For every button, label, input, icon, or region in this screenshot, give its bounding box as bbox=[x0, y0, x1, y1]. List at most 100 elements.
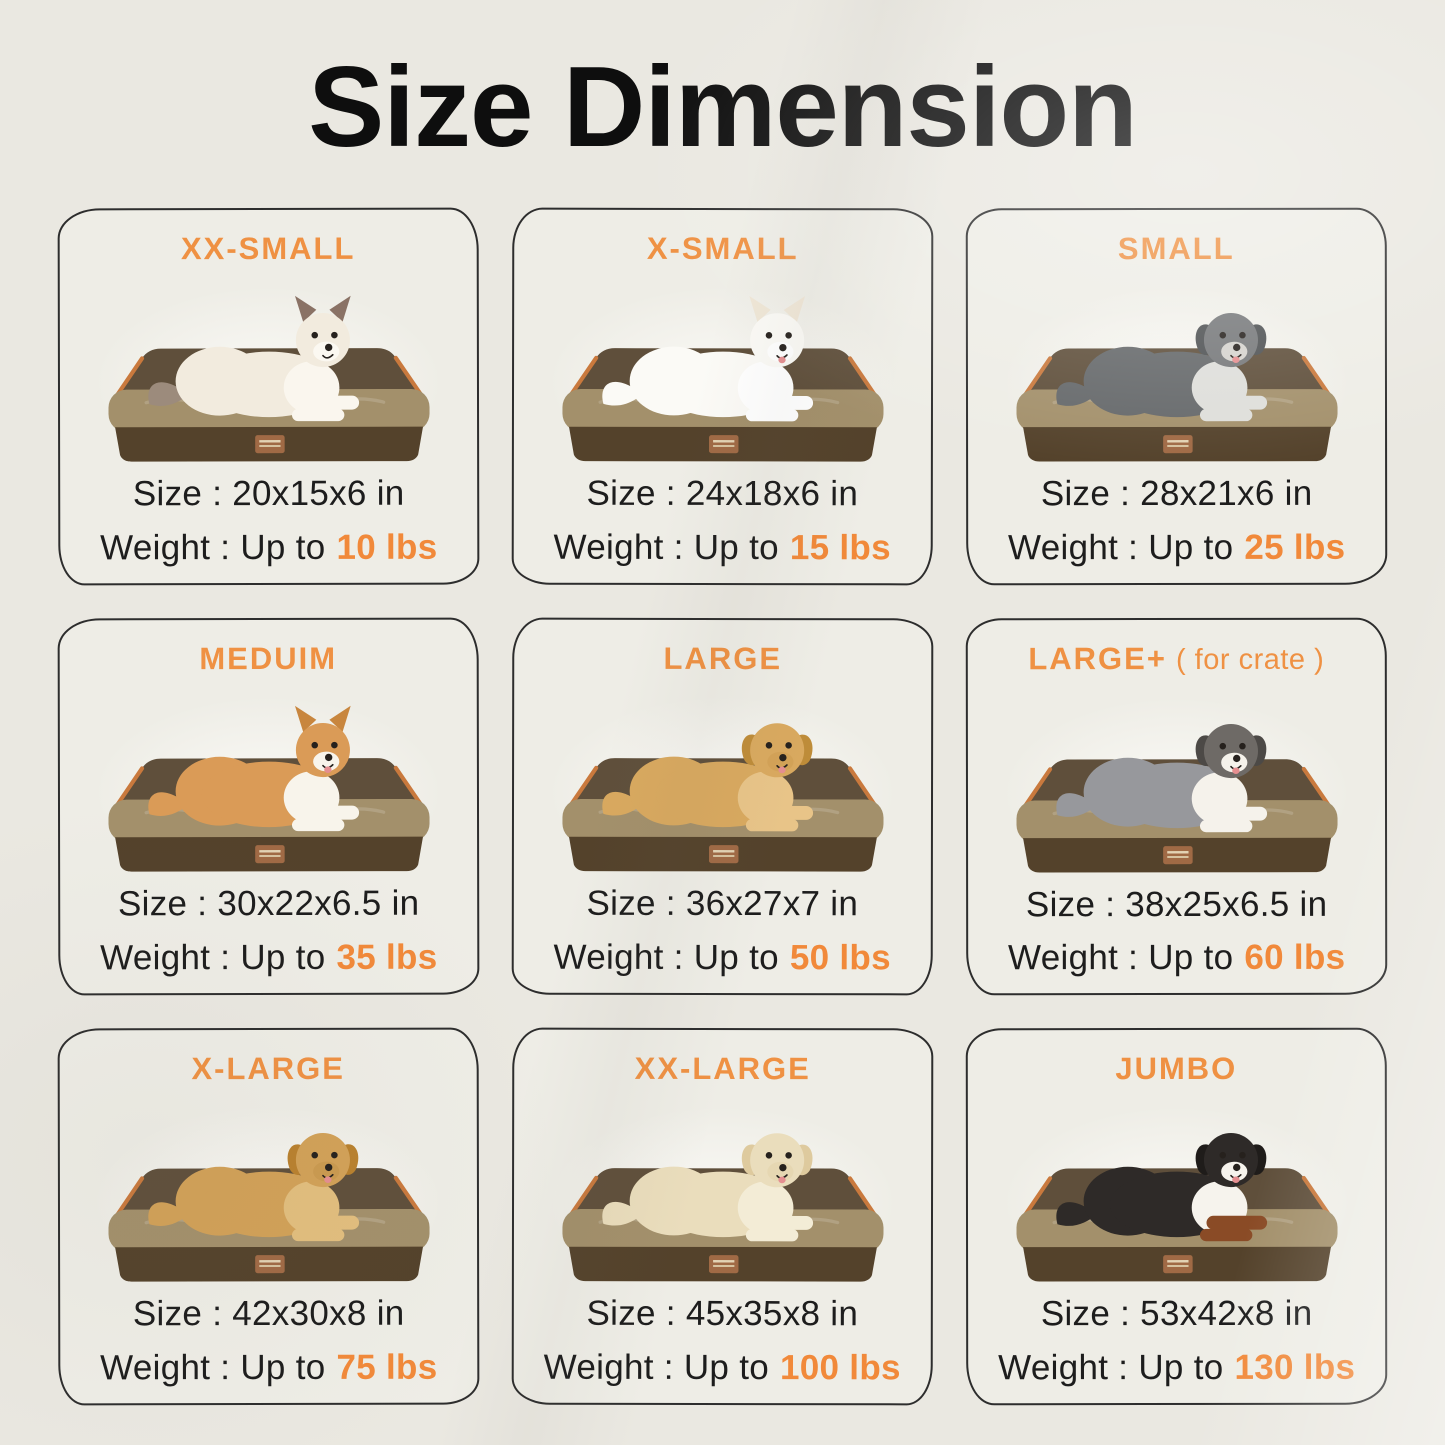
weight-limit: 25 lbs bbox=[1244, 527, 1346, 567]
weight-spec-text: Weight : Up to bbox=[543, 1347, 770, 1387]
weight-spec: Weight : Up to 100 lbs bbox=[526, 1344, 919, 1390]
bed-brand-tag bbox=[254, 845, 285, 864]
pet-illustration bbox=[147, 705, 359, 832]
size-name: SMALL bbox=[1117, 230, 1235, 267]
pointy-ears-icon bbox=[748, 296, 805, 323]
weight-limit: 60 lbs bbox=[1244, 938, 1346, 978]
weight-spec-text: Weight : Up to bbox=[1007, 938, 1234, 978]
pet-bed-illustration bbox=[108, 705, 430, 872]
ragdoll-cat-photo bbox=[71, 270, 466, 464]
pet-bed-illustration bbox=[561, 723, 883, 872]
size-spec-text: Size : 45x35x8 in bbox=[586, 1293, 859, 1334]
size-spec-text: Size : 38x25x6.5 in bbox=[1025, 884, 1328, 925]
weight-spec: Weight : Up to 35 lbs bbox=[72, 934, 465, 980]
pet-bed-illustration bbox=[561, 296, 883, 462]
pet-bed-illustration bbox=[1015, 1133, 1338, 1282]
pet-illustration bbox=[1055, 1133, 1267, 1242]
size-label: X-SMALL bbox=[526, 230, 919, 268]
bed-brand-tag bbox=[1162, 435, 1193, 454]
weight-limit: 15 lbs bbox=[789, 527, 891, 567]
size-card-medium: MEDUIM bbox=[57, 617, 480, 996]
golden-retriever-photo bbox=[525, 680, 920, 874]
size-card-xx-large: XX-LARGE bbox=[511, 1027, 934, 1406]
pointy-ears-icon bbox=[294, 295, 351, 323]
pet-illustration bbox=[147, 1133, 359, 1242]
pet-bed-illustration bbox=[1015, 313, 1338, 462]
pet-bed-illustration bbox=[561, 1133, 883, 1282]
size-label: MEDUIM bbox=[72, 640, 465, 678]
spec-block: Size : 38x25x6.5 in Weight : Up to 60 lbs bbox=[980, 882, 1373, 982]
weight-limit: 130 lbs bbox=[1234, 1347, 1356, 1387]
australian-shepherd-photo bbox=[979, 681, 1374, 875]
size-card-jumbo: JUMBO bbox=[965, 1027, 1388, 1406]
size-card-x-small: X-SMALL bbox=[511, 207, 934, 586]
bed-brand-tag bbox=[1162, 845, 1193, 864]
size-card-large-plus: LARGE+( for crate ) bbox=[965, 617, 1388, 996]
size-name: X-SMALL bbox=[646, 230, 799, 267]
pointy-ears-icon bbox=[294, 705, 351, 733]
size-label: X-LARGE bbox=[72, 1050, 465, 1088]
weight-spec-text: Weight : Up to bbox=[1007, 527, 1234, 567]
size-spec: Size : 24x18x6 in bbox=[526, 471, 919, 517]
size-spec: Size : 20x15x6 in bbox=[72, 471, 465, 517]
spec-block: Size : 36x27x7 in Weight : Up to 50 lbs bbox=[526, 881, 919, 981]
size-label: LARGE bbox=[526, 640, 919, 678]
size-card-x-large: X-LARGE bbox=[57, 1027, 480, 1406]
size-label: LARGE+( for crate ) bbox=[980, 640, 1373, 678]
pet-bed-illustration bbox=[1015, 723, 1338, 873]
spec-block: Size : 53x42x8 in Weight : Up to 130 lbs bbox=[980, 1291, 1373, 1391]
spec-block: Size : 20x15x6 in Weight : Up to 10 lbs bbox=[72, 471, 465, 571]
size-label: XX-LARGE bbox=[526, 1050, 919, 1088]
size-spec: Size : 28x21x6 in bbox=[980, 471, 1373, 517]
schnauzer-dog-photo bbox=[979, 270, 1374, 464]
bed-brand-tag bbox=[708, 435, 738, 454]
weight-spec-text: Weight : Up to bbox=[100, 1347, 326, 1388]
size-spec: Size : 42x30x8 in bbox=[72, 1291, 465, 1337]
weight-spec-text: Weight : Up to bbox=[553, 527, 779, 567]
size-spec: Size : 45x35x8 in bbox=[526, 1291, 919, 1337]
bed-brand-tag bbox=[254, 435, 285, 454]
size-spec-text: Size : 42x30x8 in bbox=[132, 1293, 405, 1334]
weight-limit: 100 lbs bbox=[779, 1347, 901, 1387]
pomeranian-dog-photo bbox=[525, 270, 920, 464]
weight-spec: Weight : Up to 15 lbs bbox=[526, 524, 919, 570]
size-name: JUMBO bbox=[1115, 1050, 1238, 1087]
spec-block: Size : 28x21x6 in Weight : Up to 25 lbs bbox=[980, 471, 1373, 571]
bed-brand-tag bbox=[708, 845, 738, 864]
bed-brand-tag bbox=[708, 1255, 738, 1274]
spec-block: Size : 45x35x8 in Weight : Up to 100 lbs bbox=[526, 1291, 919, 1391]
pet-bed-illustration bbox=[108, 1133, 430, 1282]
size-spec: Size : 30x22x6.5 in bbox=[72, 881, 465, 927]
size-name: LARGE bbox=[663, 640, 783, 677]
weight-limit: 75 lbs bbox=[336, 1347, 438, 1387]
size-card-xx-small: XX-SMALL bbox=[57, 207, 480, 586]
weight-limit: 50 lbs bbox=[789, 937, 891, 977]
size-spec-text: Size : 53x42x8 in bbox=[1040, 1293, 1313, 1334]
weight-limit: 35 lbs bbox=[336, 937, 438, 977]
size-spec-text: Size : 30x22x6.5 in bbox=[117, 883, 420, 924]
bernese-mountain-dog-photo bbox=[979, 1090, 1374, 1284]
labrador-dog-photo bbox=[525, 1090, 920, 1284]
size-name: X-LARGE bbox=[191, 1050, 345, 1087]
weight-spec: Weight : Up to 60 lbs bbox=[980, 935, 1373, 981]
pet-illustration bbox=[1055, 723, 1267, 832]
weight-spec: Weight : Up to 75 lbs bbox=[72, 1344, 465, 1390]
pet-illustration bbox=[601, 296, 813, 422]
weight-spec-text: Weight : Up to bbox=[553, 937, 779, 977]
size-name: LARGE+ bbox=[1028, 641, 1167, 677]
size-spec-text: Size : 36x27x7 in bbox=[586, 883, 859, 924]
size-note: ( for crate ) bbox=[1175, 643, 1325, 677]
spec-block: Size : 24x18x6 in Weight : Up to 15 lbs bbox=[526, 471, 919, 571]
size-grid: XX-SMALL bbox=[57, 207, 1388, 1406]
pet-bed-illustration bbox=[108, 295, 430, 462]
weight-spec: Weight : Up to 25 lbs bbox=[980, 524, 1373, 570]
size-spec-text: Size : 28x21x6 in bbox=[1040, 473, 1313, 514]
spec-block: Size : 30x22x6.5 in Weight : Up to 35 lbs bbox=[72, 881, 465, 981]
weight-spec-text: Weight : Up to bbox=[100, 937, 326, 978]
size-name: MEDUIM bbox=[199, 640, 338, 677]
page-title: Size Dimension bbox=[308, 44, 1138, 171]
pet-illustration bbox=[601, 1133, 813, 1242]
corgi-dog-photo bbox=[71, 680, 466, 874]
size-spec-text: Size : 20x15x6 in bbox=[132, 473, 405, 514]
golden-retriever-photo bbox=[71, 1090, 466, 1284]
